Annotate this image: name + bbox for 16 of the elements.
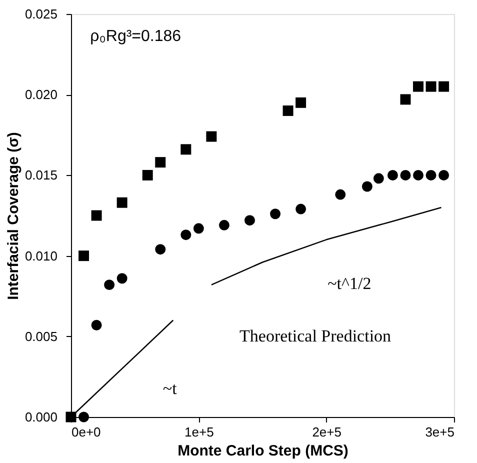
x-tick-label: 3e+5 [425,424,454,440]
y-tick-label: 0.000 [24,410,58,424]
annotation: ~t [162,378,178,398]
y-tick-label: 0.015 [24,168,58,183]
y-axis-title: Interfacial Coverage (σ) [4,132,22,300]
x-tick-label: 0e+0 [72,424,101,440]
annotation: ~t^1/2 [328,274,372,294]
y-tick-label: 0.025 [24,6,58,22]
y-tick-label: 0.020 [24,87,58,102]
y-tick-label: 0.010 [24,248,58,264]
annotation: Theoretical Prediction [240,326,392,346]
x-axis-title: Monte Carlo Step (MCS) [178,442,348,460]
x-tick-label: 2e+5 [312,424,342,440]
y-tick-label: 0.005 [24,328,58,344]
annotation: ρ₀Rg³=0.186 [90,28,182,46]
x-tick-label: 1e+5 [184,424,214,440]
